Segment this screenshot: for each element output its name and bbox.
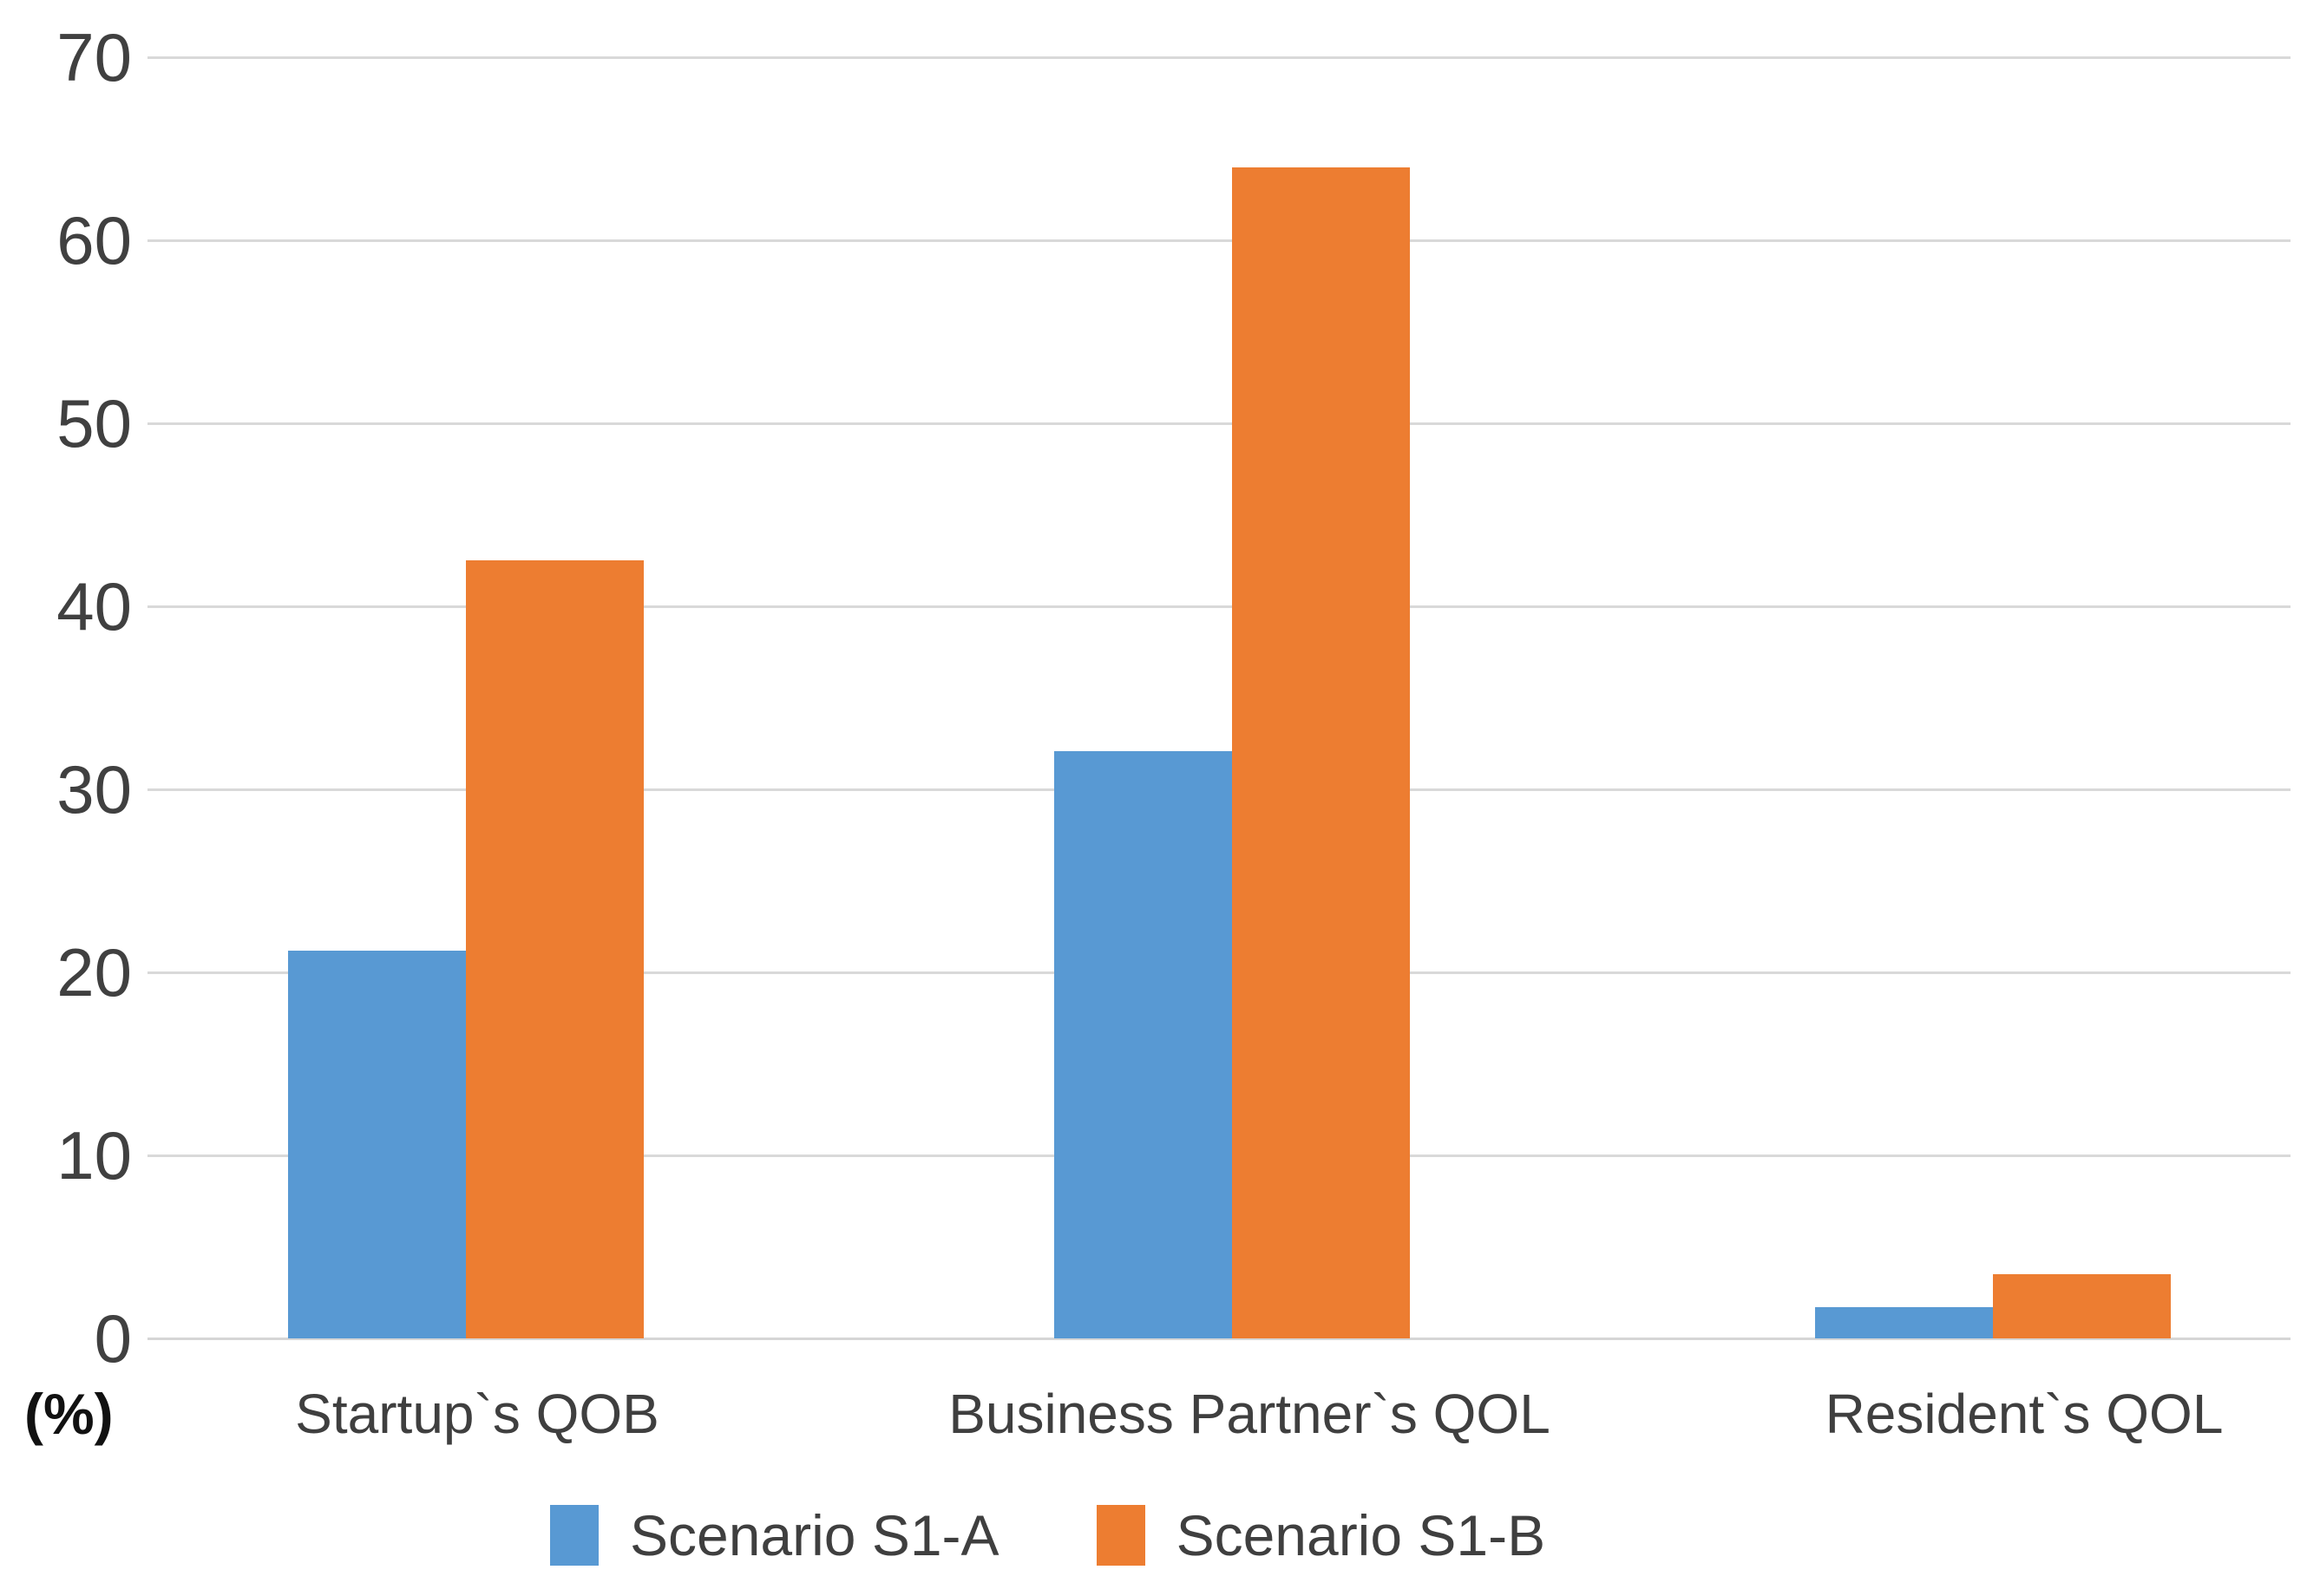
category-label-3: Resident`s QOL: [1825, 1383, 2224, 1445]
bar-series-2-category-3: [1993, 1274, 2171, 1338]
gridline-y-70: [147, 56, 2291, 59]
y-tick-label-20: 20: [56, 934, 132, 1011]
bar-series-1-category-2: [1054, 750, 1232, 1338]
x-axis-line: [147, 1338, 2291, 1340]
y-tick-label-10: 10: [56, 1117, 132, 1194]
category-label-1: Startup`s QOB: [295, 1383, 659, 1445]
y-tick-label-60: 60: [56, 202, 132, 278]
y-tick-label-70: 70: [56, 19, 132, 95]
y-tick-label-50: 50: [56, 385, 132, 461]
legend-label-1: Scenario S1-A: [630, 1503, 999, 1567]
legend-swatch-icon: [1096, 1505, 1145, 1566]
gridline-y-60: [147, 239, 2291, 242]
legend-swatch-icon: [550, 1505, 599, 1566]
legend: Scenario S1-A Scenario S1-B: [550, 1505, 1545, 1566]
y-tick-label-40: 40: [56, 568, 132, 644]
legend-label-2: Scenario S1-B: [1176, 1503, 1546, 1567]
category-label-2: Business Partner`s QOL: [948, 1383, 1550, 1445]
y-tick-label-0: 0: [94, 1300, 132, 1377]
gridline-y-50: [147, 422, 2291, 425]
bar-series-2-category-1: [466, 560, 644, 1338]
y-tick-label-30: 30: [56, 751, 132, 827]
bar-series-1-category-1: [288, 950, 466, 1338]
legend-item-2: Scenario S1-B: [1096, 1503, 1546, 1567]
y-axis-unit-label: (%): [24, 1382, 114, 1446]
bar-series-1-category-3: [1815, 1307, 1993, 1338]
legend-item-1: Scenario S1-A: [550, 1505, 999, 1566]
bar-series-2-category-2: [1232, 167, 1410, 1338]
gridline-y-40: [147, 605, 2291, 608]
